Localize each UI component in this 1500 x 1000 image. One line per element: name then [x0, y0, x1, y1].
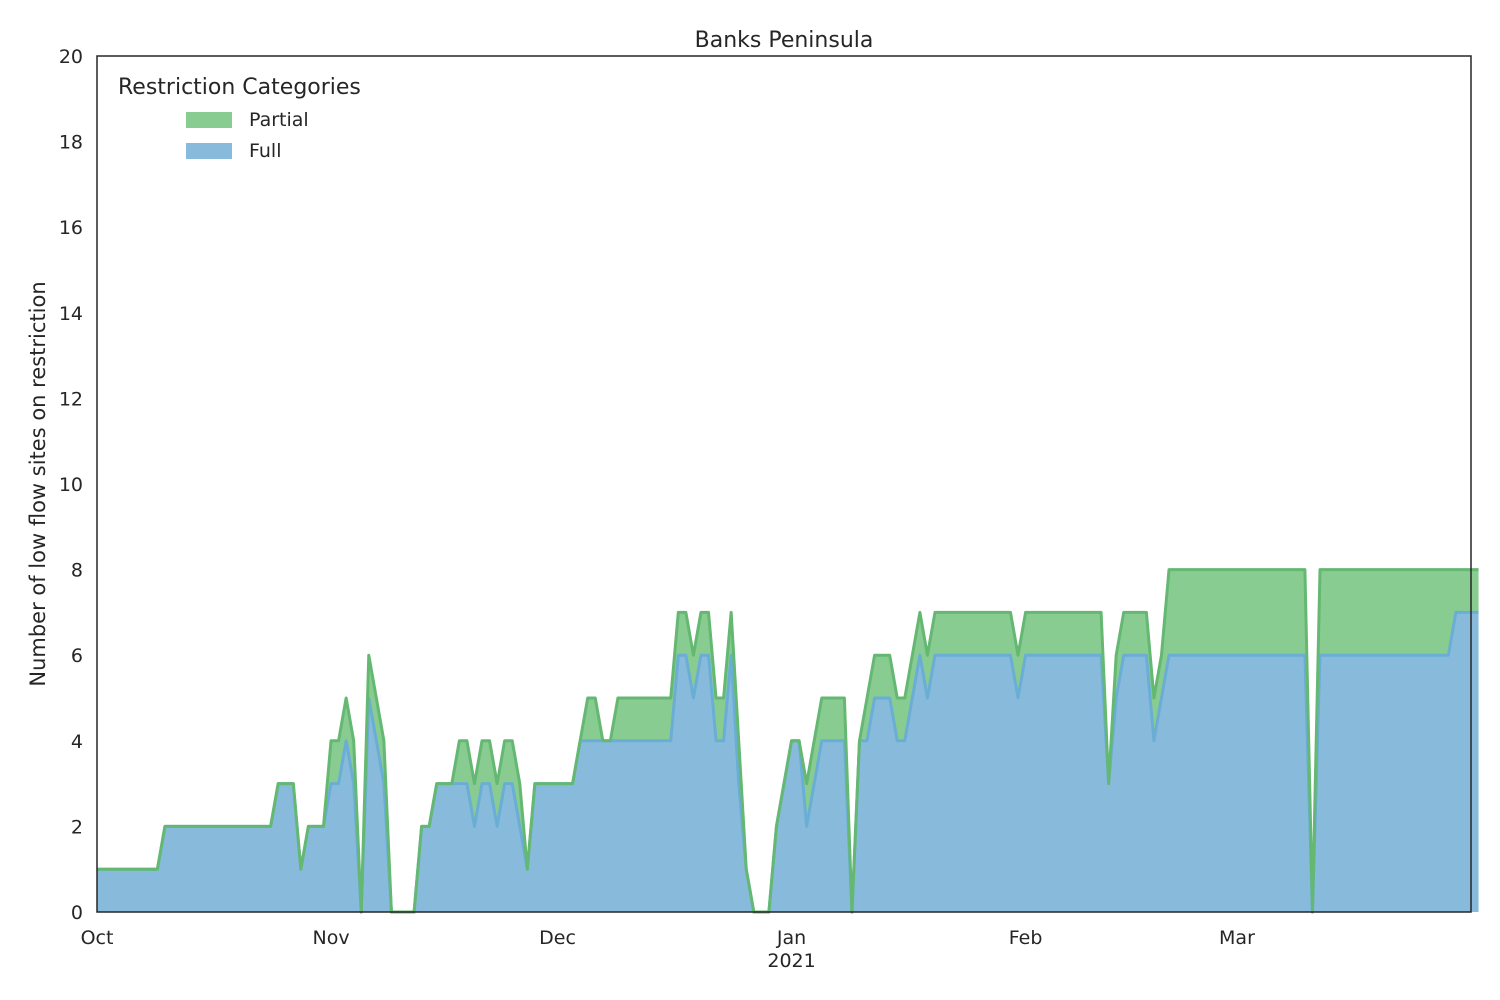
- full-line: [97, 610, 1479, 914]
- x-tick-label: Feb: [1009, 927, 1043, 949]
- partial-line: [97, 568, 1479, 914]
- legend-label-partial: Partial: [249, 109, 309, 131]
- y-tick-label: 18: [59, 132, 83, 154]
- axes-frame: [96, 55, 1472, 913]
- y-tick-label: 2: [71, 816, 83, 838]
- x-tick-label: Oct: [81, 927, 114, 949]
- x-tick-sublabel: 2021: [767, 950, 815, 972]
- y-tick-label: 14: [59, 303, 83, 325]
- y-tick-label: 6: [71, 645, 83, 667]
- legend-swatch-full: [186, 143, 232, 159]
- y-axis-label: Number of low flow sites on restriction: [26, 281, 50, 686]
- y-tick-label: 20: [59, 46, 83, 68]
- x-tick-label: Nov: [312, 927, 349, 949]
- legend-title: Restriction Categories: [118, 75, 361, 100]
- x-tick-label: Jan: [776, 927, 806, 949]
- y-tick-label: 4: [71, 731, 83, 753]
- y-tick-label: 16: [59, 217, 83, 239]
- y-axis: 0 2 4 6 8 10 12 14 16 18 20: [59, 46, 83, 924]
- y-tick-label: 10: [59, 474, 83, 496]
- legend-swatch-partial: [186, 112, 232, 128]
- y-tick-label: 0: [71, 902, 83, 924]
- x-tick-label: Mar: [1219, 927, 1255, 949]
- x-tick-label: Dec: [539, 927, 576, 949]
- legend-label-full: Full: [249, 140, 282, 162]
- plot-area: [97, 568, 1479, 914]
- legend: Restriction Categories Partial Full: [118, 75, 361, 162]
- y-tick-label: 8: [71, 560, 83, 582]
- y-tick-label: 12: [59, 388, 83, 410]
- chart-title: Banks Peninsula: [695, 28, 874, 53]
